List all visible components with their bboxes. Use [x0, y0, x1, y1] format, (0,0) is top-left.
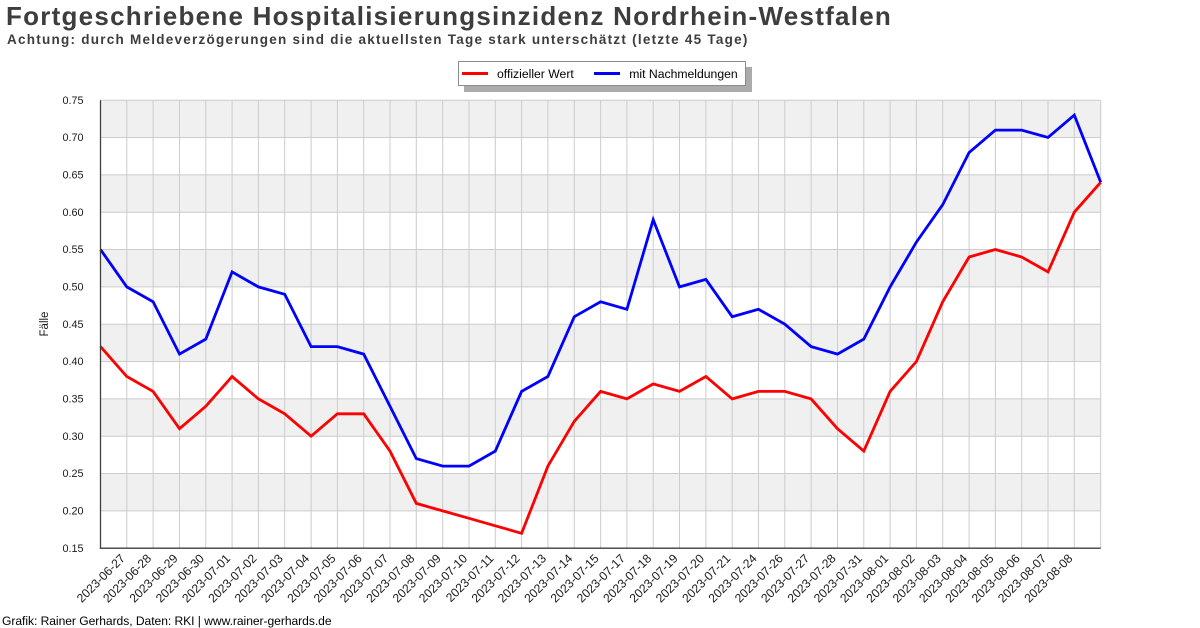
svg-text:0.60: 0.60 — [62, 207, 83, 219]
svg-text:0.45: 0.45 — [62, 319, 83, 331]
svg-text:0.40: 0.40 — [62, 356, 83, 368]
svg-text:0.35: 0.35 — [62, 394, 83, 406]
svg-text:0.30: 0.30 — [62, 431, 83, 443]
svg-text:0.55: 0.55 — [62, 244, 83, 256]
svg-text:0.50: 0.50 — [62, 282, 83, 294]
svg-text:0.65: 0.65 — [62, 170, 83, 182]
svg-text:Fälle: Fälle — [39, 312, 51, 337]
svg-text:0.70: 0.70 — [62, 132, 83, 144]
svg-text:0.15: 0.15 — [62, 543, 83, 555]
svg-text:0.75: 0.75 — [62, 95, 83, 107]
svg-text:0.20: 0.20 — [62, 506, 83, 518]
svg-text:0.25: 0.25 — [62, 468, 83, 480]
